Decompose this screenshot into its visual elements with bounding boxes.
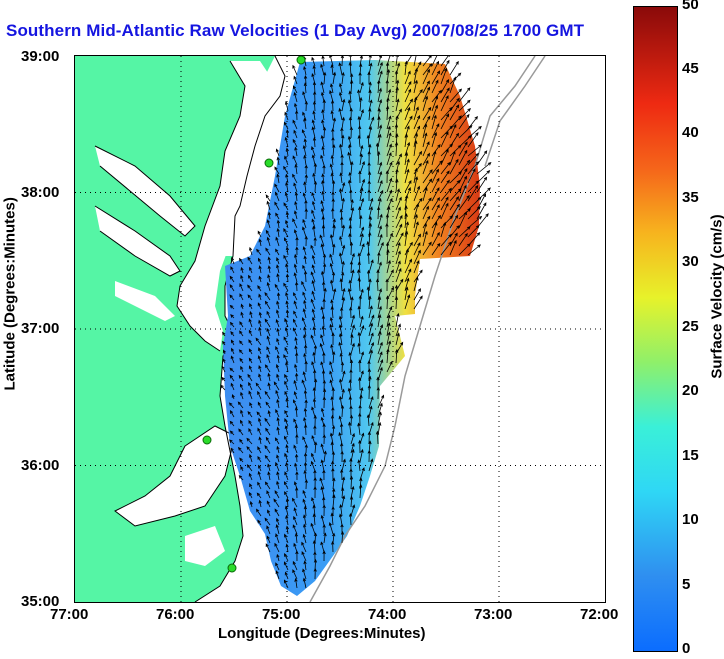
y-tick-39: 39:00 [21,48,60,65]
colorbar-tick-0: 0 [682,640,691,657]
velocity-arrow [220,384,226,391]
x-tick-73: 73:00 [474,606,513,623]
velocity-arrow [284,100,289,112]
x-tick-77: 77:00 [50,606,89,623]
velocity-arrow [395,312,400,328]
colorbar-tick-25: 25 [682,318,699,335]
colorbar [633,6,678,652]
colorbar-tick-20: 20 [682,382,699,399]
colorbar-tick-10: 10 [682,511,699,528]
map-title: Southern Mid-Atlantic Raw Velocities (1 … [6,21,585,40]
colorbar-tick-35: 35 [682,189,699,206]
station-marker [227,563,237,573]
x-tick-76: 76:00 [156,606,195,623]
station-marker [296,56,306,65]
y-tick-38: 38:00 [21,184,60,201]
map-canvas [75,56,605,602]
map-plot-area[interactable] [75,56,605,602]
colorbar-tick-45: 45 [682,60,699,77]
y-tick-36: 36:00 [21,457,60,474]
colorbar-label: Surface Velocity (cm/s) [708,214,724,379]
velocity-arrow [467,115,478,130]
colorbar-tick-40: 40 [682,124,699,141]
x-tick-75: 75:00 [262,606,301,623]
y-tick-35: 35:00 [21,593,60,610]
colorbar-tick-30: 30 [682,253,699,270]
colorbar-tick-5: 5 [682,576,691,593]
station-marker [202,435,212,445]
x-tick-72: 72:00 [580,606,619,623]
y-axis-label: Latitude (Degrees:Minutes) [1,197,19,391]
velocity-arrow [292,64,298,76]
velocity-arrow [257,230,262,238]
colorbar-tick-15: 15 [682,447,699,464]
x-tick-74: 74:00 [368,606,407,623]
x-axis-label: Longitude (Degrees:Minutes) [218,625,426,642]
y-tick-37: 37:00 [21,320,60,337]
velocity-arrow [275,148,280,157]
velocity-arrow [265,194,271,202]
velocity-arrow [249,246,253,256]
velocity-arrow [449,60,459,76]
station-marker [264,158,274,168]
colorbar-tick-50: 50 [682,0,699,13]
